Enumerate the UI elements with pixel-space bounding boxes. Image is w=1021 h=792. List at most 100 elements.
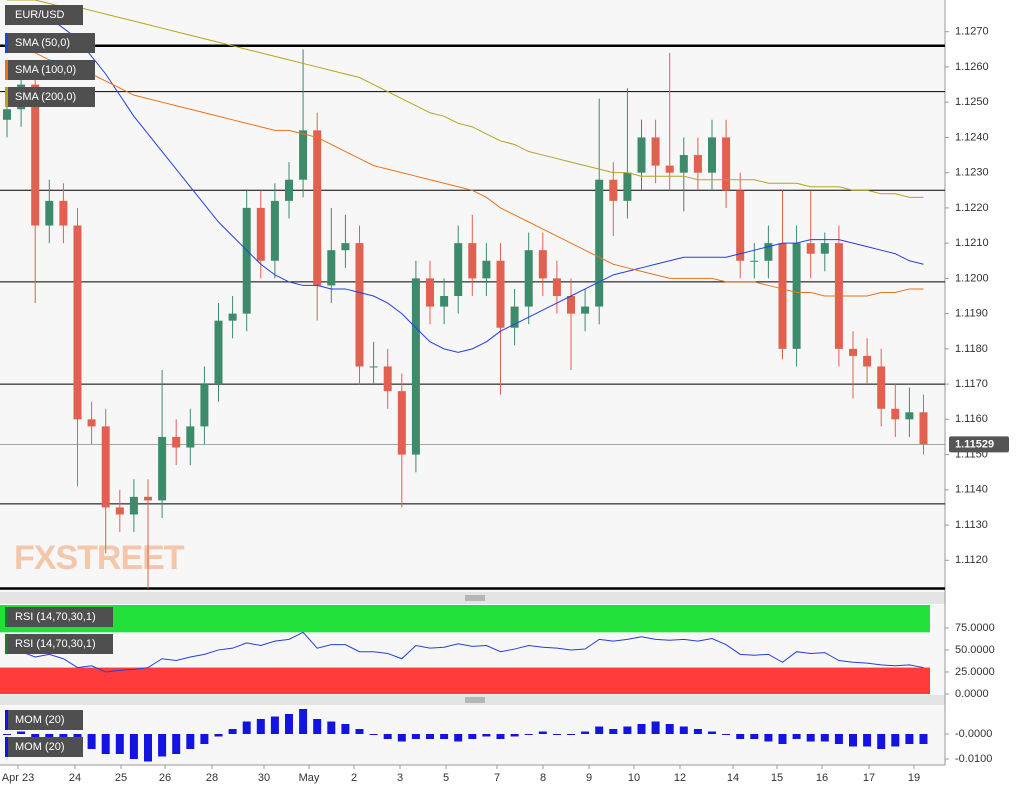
legend-swatch <box>5 87 8 107</box>
legend-label: RSI (14,70,30,1) <box>15 638 96 650</box>
candle-body <box>891 408 900 420</box>
candle-body <box>496 260 505 328</box>
y-tick-label: 1.1220 <box>955 202 989 214</box>
candle-body <box>341 243 350 251</box>
mom-bar <box>299 709 308 734</box>
candle-body <box>665 165 674 173</box>
mom-bar <box>665 724 674 734</box>
candle-body <box>31 84 40 226</box>
legend-box <box>5 5 83 25</box>
oversold-zone <box>0 667 930 694</box>
x-tick-label: 17 <box>863 772 875 784</box>
candle-body <box>214 320 223 385</box>
candle-body <box>200 384 209 427</box>
mom-bar <box>468 734 477 739</box>
candle-body <box>693 155 702 173</box>
candle-body <box>567 296 575 314</box>
mom-bar <box>820 734 829 742</box>
mom-bar <box>736 734 745 739</box>
mom-bar <box>722 734 731 735</box>
x-tick-label: 14 <box>727 772 739 784</box>
mom-bar <box>87 734 96 749</box>
x-tick-label: 19 <box>908 772 920 784</box>
legend-swatch <box>5 33 8 53</box>
y-tick-label: 75.0000 <box>955 622 995 634</box>
legend-label: SMA (50,0) <box>15 37 70 49</box>
candle-body <box>397 391 406 455</box>
candle-body <box>59 200 68 226</box>
legend-label: MOM (20) <box>15 714 65 726</box>
candle-body <box>186 426 195 448</box>
candle-body <box>468 243 477 279</box>
legend-swatch <box>5 634 8 654</box>
mom-bar <box>609 729 618 734</box>
x-tick-label: 24 <box>69 772 81 784</box>
x-tick-label: 30 <box>258 772 270 784</box>
mom-bar <box>552 734 561 735</box>
legend-box <box>5 607 113 627</box>
mom-bar <box>17 731 26 734</box>
mom-bar <box>482 734 491 737</box>
mom-bar <box>693 729 702 734</box>
candle-body <box>158 436 167 501</box>
mom-bar <box>834 734 843 744</box>
candle-body <box>129 496 138 515</box>
legend-label: RSI (14,70,30,1) <box>15 611 96 623</box>
candle-body <box>538 250 547 279</box>
candle-body <box>87 419 96 427</box>
candle-body <box>736 190 745 261</box>
mom-bar <box>228 729 237 734</box>
candle-body <box>524 250 533 307</box>
candle-body <box>581 306 590 314</box>
candle-body <box>270 200 279 261</box>
x-tick-label: 16 <box>816 772 828 784</box>
mom-bar <box>369 734 378 735</box>
y-tick-label: 1.1260 <box>955 61 989 73</box>
y-tick-label: 1.1270 <box>955 26 989 38</box>
mom-bar <box>778 734 787 744</box>
candle-body <box>863 355 872 367</box>
y-tick-label: -0.0000 <box>955 728 992 740</box>
candle-body <box>806 243 815 254</box>
mom-bar <box>115 734 124 754</box>
mom-bar <box>919 734 928 744</box>
candle-body <box>3 109 11 120</box>
candle-body <box>285 179 293 201</box>
y-tick-label: 1.1120 <box>955 554 988 566</box>
mom-bar <box>792 734 801 739</box>
y-tick-label: 1.1170 <box>955 378 988 390</box>
y-tick-label: 0.0000 <box>955 688 989 700</box>
y-tick-label: 50.0000 <box>955 644 995 656</box>
mom-bar <box>637 724 646 734</box>
mom-bar <box>877 734 886 749</box>
candle-body <box>426 278 434 307</box>
y-tick-label: 1.1210 <box>955 237 989 249</box>
x-tick-label: 25 <box>115 772 127 784</box>
mom-bar <box>708 731 716 734</box>
x-tick-label: 2 <box>351 772 357 784</box>
legend-box <box>5 60 95 80</box>
candle-body <box>919 412 928 444</box>
sma-line <box>6 38 924 297</box>
y-tick-label: 1.1180 <box>955 343 988 355</box>
y-tick-label: 25.0000 <box>955 666 995 678</box>
candle-body <box>327 250 336 286</box>
candle-body <box>708 137 716 173</box>
mom-bar <box>327 721 336 734</box>
x-tick-label: 5 <box>443 772 449 784</box>
mom-bar <box>750 734 759 739</box>
mom-bar <box>256 719 265 734</box>
candle-body <box>228 313 237 321</box>
y-tick-label: 1.1250 <box>955 96 989 108</box>
legend-box <box>5 634 113 654</box>
candle-body <box>242 207 251 314</box>
mom-bar <box>200 734 209 744</box>
mom-bar <box>3 734 11 735</box>
candle-body <box>369 366 378 368</box>
candle-body <box>482 260 491 279</box>
mom-bar <box>31 734 40 739</box>
candle-body <box>623 172 632 201</box>
candle-body <box>722 137 731 191</box>
candle-body <box>383 366 392 392</box>
mom-bar <box>129 734 138 759</box>
